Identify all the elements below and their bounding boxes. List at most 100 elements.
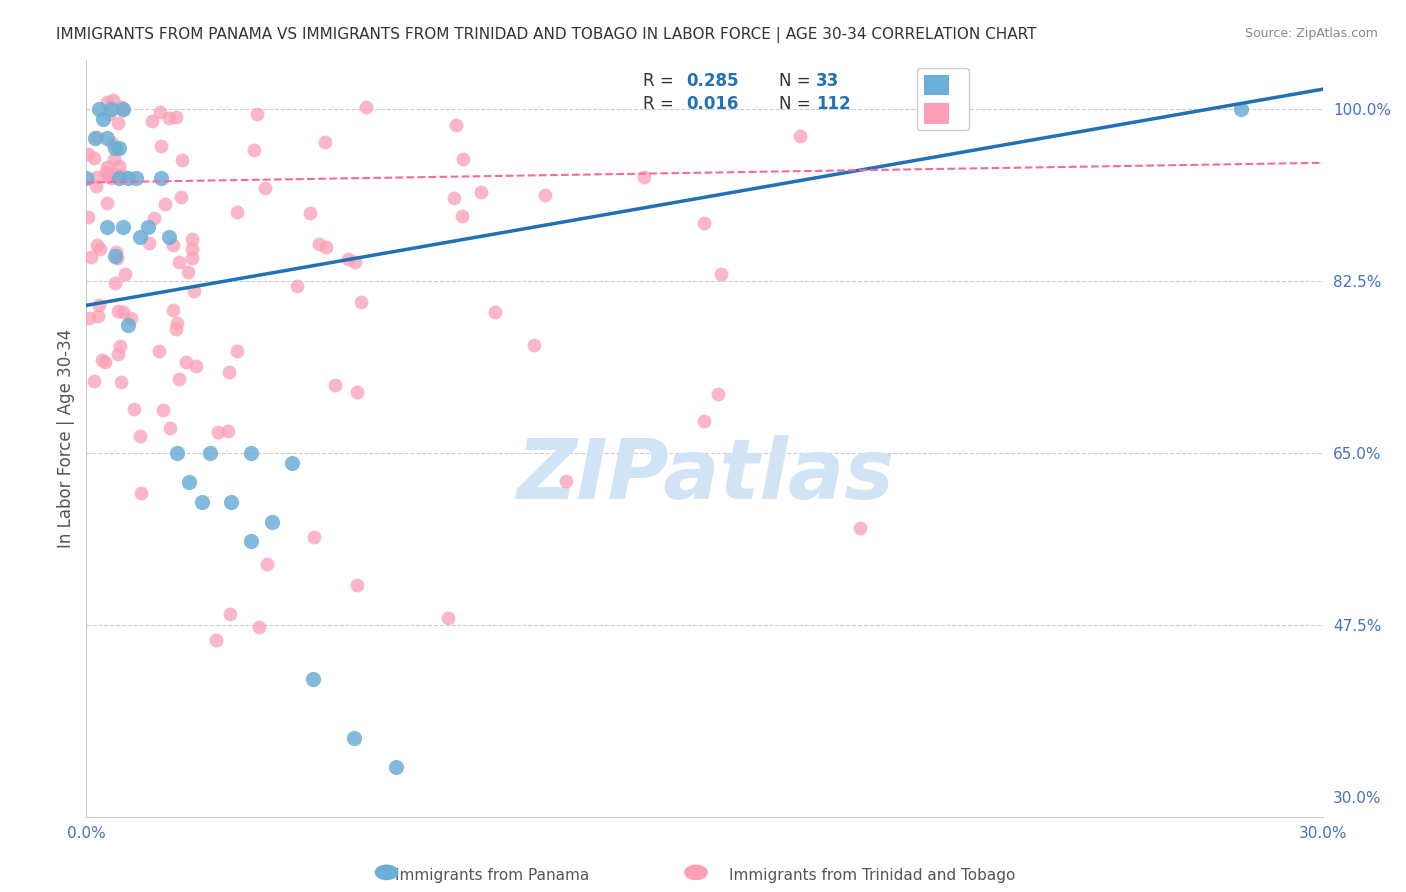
Point — [157, 229, 180, 244]
Point — [141, 114, 163, 128]
Point — [246, 107, 269, 121]
Point — [83, 374, 105, 388]
Point — [302, 672, 325, 686]
Text: N =: N = — [779, 95, 815, 112]
Point — [108, 339, 131, 353]
Point — [451, 153, 474, 167]
Point — [104, 276, 127, 290]
Point — [162, 238, 184, 252]
Point — [90, 352, 112, 367]
Point — [83, 131, 105, 145]
Point — [157, 112, 180, 126]
Text: Source: ZipAtlas.com: Source: ZipAtlas.com — [1244, 27, 1378, 40]
Point — [149, 105, 172, 120]
Text: 33: 33 — [815, 72, 839, 90]
Point — [129, 428, 152, 442]
Point — [142, 211, 165, 226]
Point — [96, 219, 118, 234]
Point — [103, 93, 125, 107]
Point — [534, 188, 557, 202]
Point — [789, 128, 811, 143]
Point — [346, 578, 368, 592]
Text: ZIPatlas: ZIPatlas — [516, 435, 894, 516]
Point — [451, 209, 474, 223]
Point — [104, 141, 127, 155]
Point — [112, 102, 135, 116]
Point — [240, 446, 263, 460]
Point — [94, 355, 117, 369]
Point — [181, 251, 204, 265]
Point — [315, 240, 337, 254]
Point — [183, 284, 205, 298]
Point — [184, 359, 207, 373]
Point — [243, 143, 266, 157]
Point — [346, 384, 368, 399]
Point — [218, 365, 240, 379]
Point — [103, 152, 125, 166]
Point — [337, 252, 360, 266]
Point — [180, 242, 202, 256]
Point — [285, 278, 308, 293]
Point — [167, 371, 190, 385]
Point — [302, 530, 325, 544]
Point — [117, 318, 139, 332]
Point — [110, 375, 132, 389]
Point — [180, 232, 202, 246]
Point — [848, 521, 870, 535]
Text: N =: N = — [779, 72, 815, 90]
Point — [177, 265, 200, 279]
Point — [707, 387, 730, 401]
Point — [94, 165, 117, 179]
Point — [76, 210, 98, 224]
Point — [125, 170, 148, 185]
Point — [76, 147, 98, 161]
Y-axis label: In Labor Force | Age 30-34: In Labor Force | Age 30-34 — [58, 328, 75, 548]
Point — [523, 337, 546, 351]
Point — [240, 534, 263, 549]
Point — [152, 403, 174, 417]
Point — [253, 181, 276, 195]
Point — [299, 205, 322, 219]
Point — [247, 620, 270, 634]
Point — [205, 632, 228, 647]
Text: R =: R = — [643, 95, 679, 112]
Point — [470, 185, 492, 199]
Point — [167, 255, 190, 269]
Point — [1230, 102, 1253, 116]
Point — [110, 100, 132, 114]
Point — [98, 107, 121, 121]
Point — [84, 179, 107, 194]
Point — [101, 167, 124, 181]
Legend: , : , — [917, 68, 969, 130]
Point — [217, 424, 239, 438]
Point — [108, 141, 131, 155]
Point — [129, 486, 152, 500]
Point — [693, 216, 716, 230]
Point — [107, 159, 129, 173]
Point — [96, 161, 118, 175]
Point — [256, 558, 278, 572]
Point — [124, 402, 146, 417]
Point — [165, 322, 187, 336]
Point — [155, 196, 177, 211]
Point — [219, 607, 242, 622]
Point — [89, 242, 111, 256]
Point — [96, 131, 118, 145]
Point — [149, 170, 172, 185]
Point — [86, 130, 108, 145]
Point — [314, 135, 336, 149]
Point — [166, 316, 188, 330]
Point — [104, 249, 127, 263]
Point — [150, 139, 173, 153]
Point — [323, 378, 346, 392]
Point — [120, 310, 142, 325]
Text: 0.016: 0.016 — [686, 95, 738, 112]
Point — [207, 425, 229, 439]
Point — [97, 169, 120, 183]
Point — [198, 446, 221, 460]
Point — [281, 456, 304, 470]
Point — [437, 611, 460, 625]
Point — [692, 414, 714, 428]
Point — [226, 344, 249, 359]
Point — [83, 151, 105, 165]
